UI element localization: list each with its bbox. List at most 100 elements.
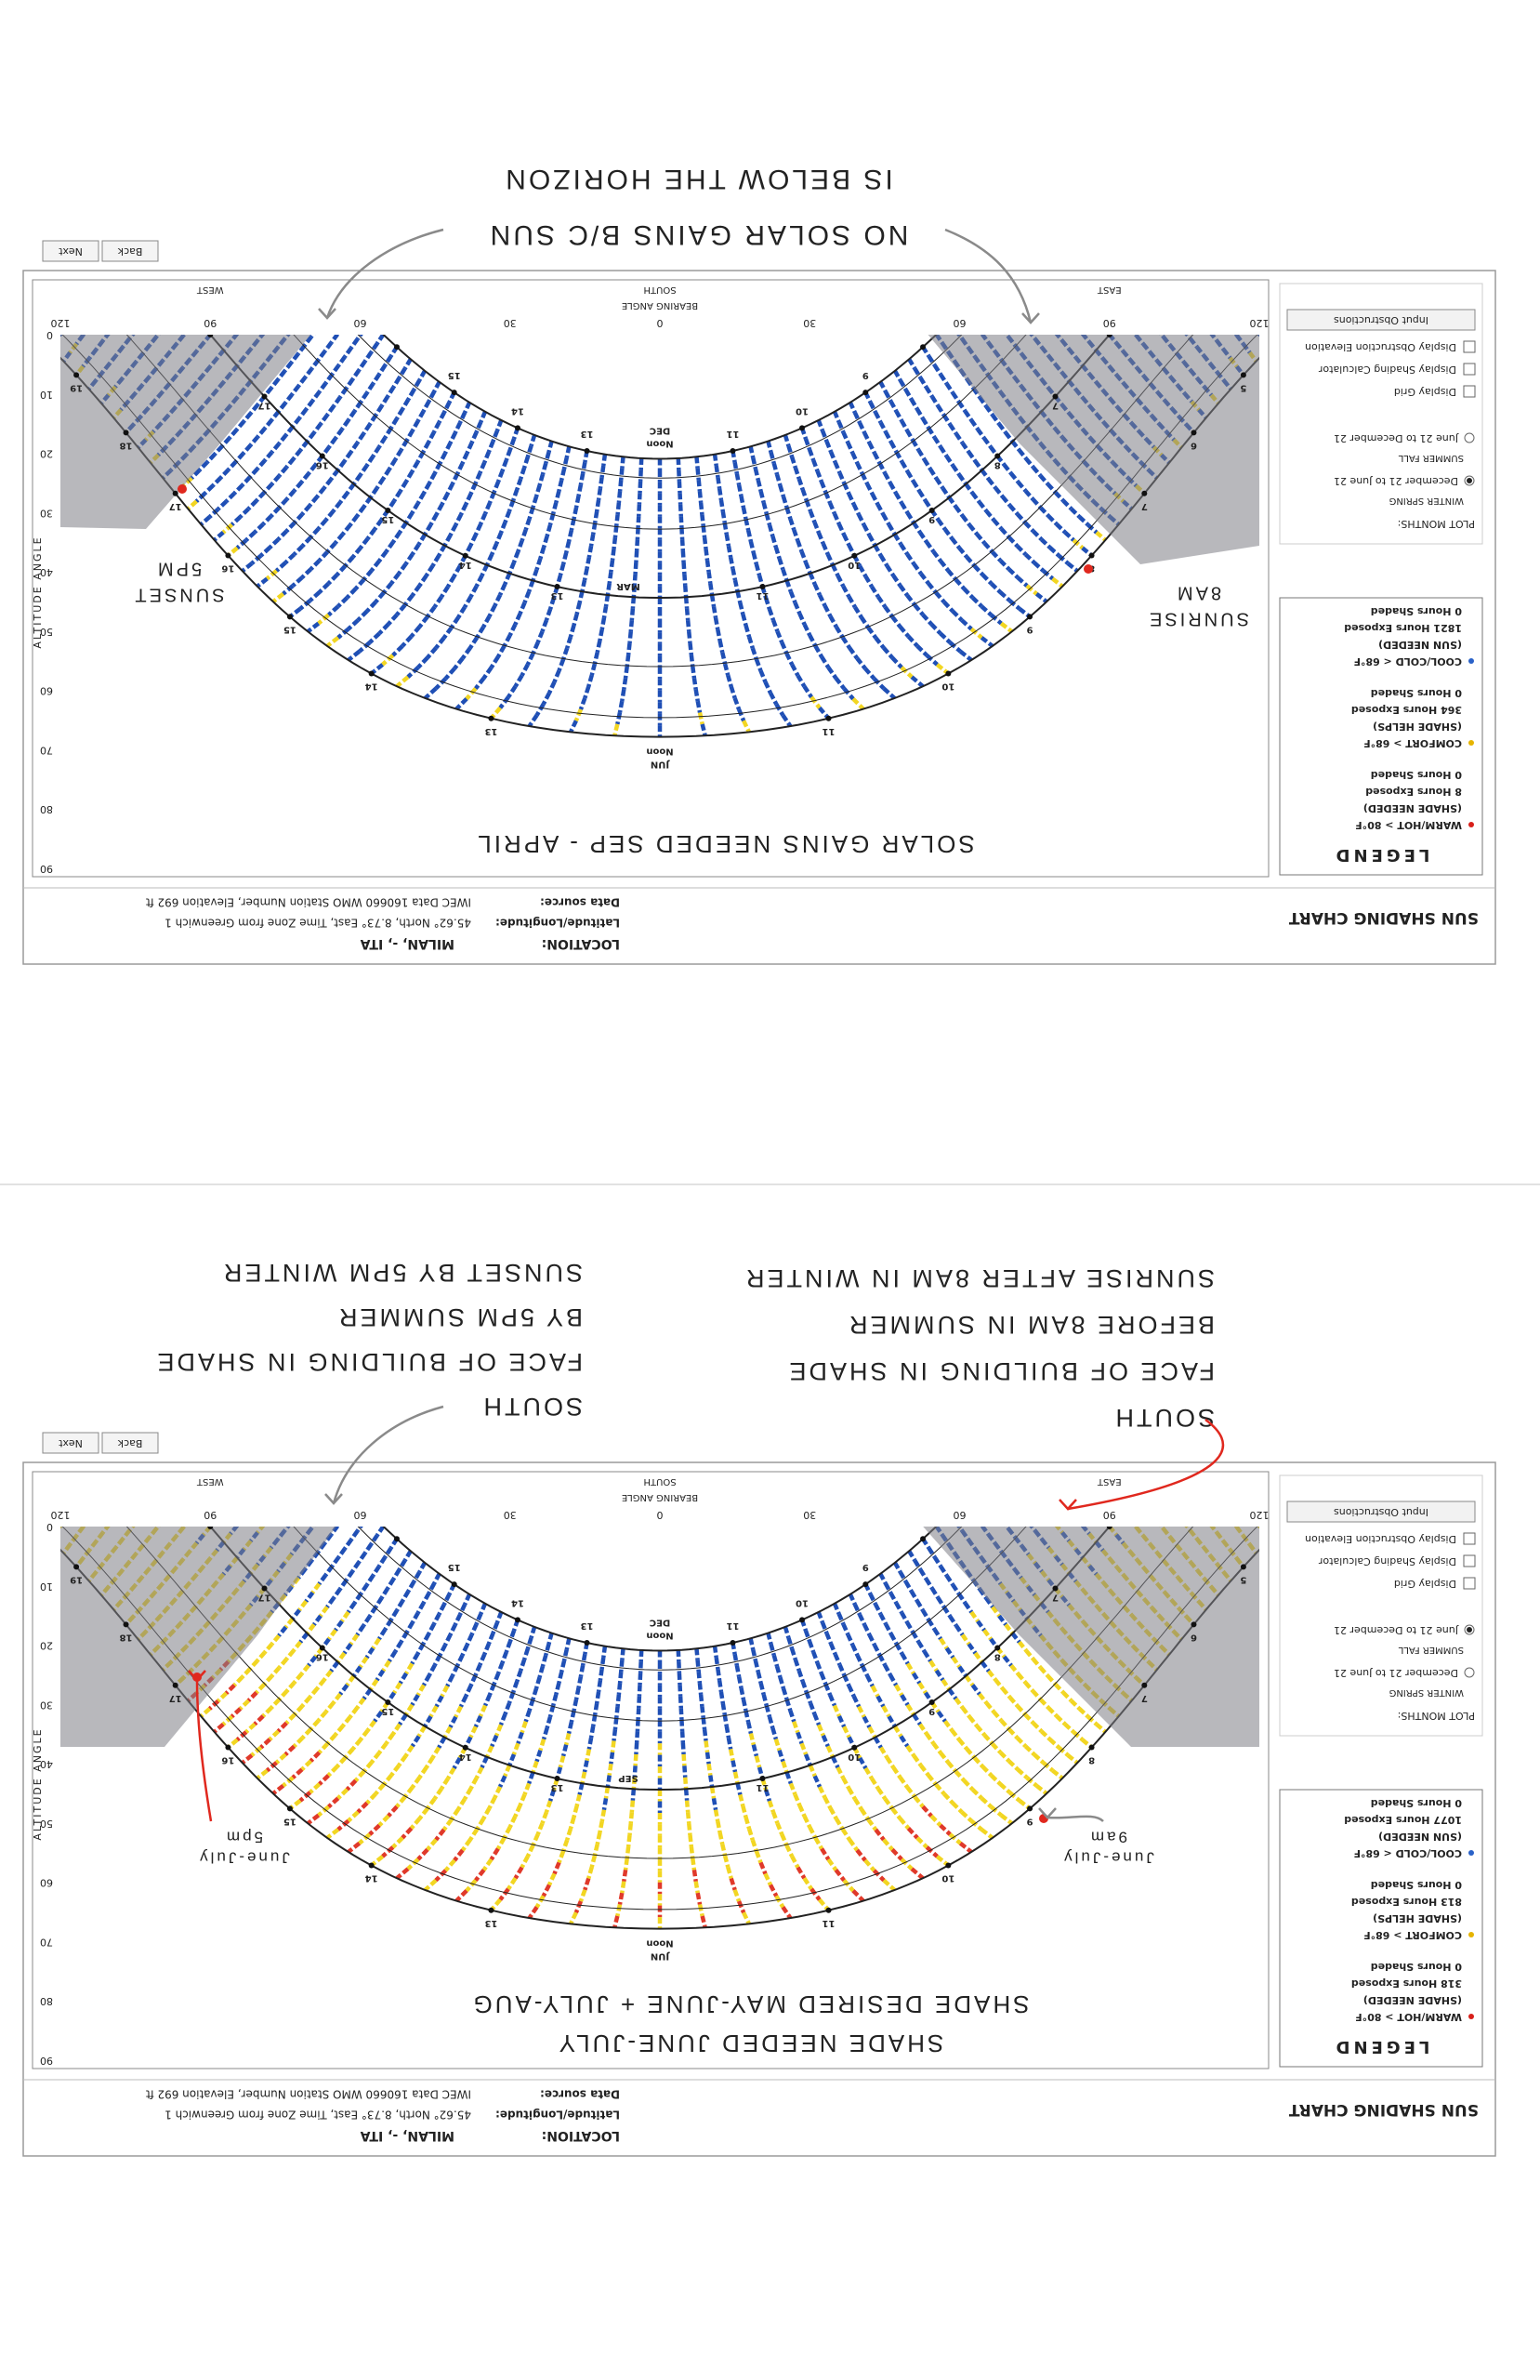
hour-trace bbox=[469, 1623, 479, 1636]
hour-trace bbox=[878, 554, 889, 567]
hour-trace bbox=[631, 1777, 637, 1790]
hour-trace bbox=[527, 579, 535, 593]
hour-trace bbox=[939, 560, 950, 572]
hour-dot bbox=[286, 1805, 293, 1812]
hour-trace bbox=[362, 423, 372, 435]
hour-trace bbox=[689, 1846, 695, 1859]
hour-trace bbox=[589, 1855, 598, 1868]
hour-trace bbox=[748, 1637, 756, 1650]
hour-trace bbox=[809, 695, 822, 709]
hour-trace bbox=[894, 1602, 904, 1614]
hour-trace bbox=[283, 552, 296, 564]
hour-trace bbox=[744, 1710, 751, 1723]
hour-trace bbox=[841, 1777, 851, 1790]
y-tick-label: 90 bbox=[40, 2055, 53, 2067]
legend-shaded: 0 Hours Shaded bbox=[1371, 1879, 1462, 1891]
hour-trace bbox=[741, 507, 748, 520]
hour-trace bbox=[194, 492, 206, 503]
hour-trace bbox=[440, 1685, 450, 1698]
hour-trace bbox=[474, 421, 483, 434]
hour-label: 5 bbox=[1240, 1574, 1246, 1584]
hour-trace bbox=[1032, 529, 1044, 541]
hour-trace bbox=[283, 1617, 295, 1629]
hour-trace bbox=[298, 599, 312, 611]
hour-dot bbox=[584, 447, 590, 454]
hour-trace bbox=[235, 538, 248, 550]
hour-trace bbox=[1007, 1727, 1020, 1739]
hour-trace bbox=[544, 1800, 553, 1813]
hour-trace bbox=[355, 1697, 366, 1710]
day-curve bbox=[208, 1527, 1112, 1792]
hour-trace bbox=[1023, 552, 1036, 564]
hour-trace bbox=[355, 1527, 363, 1533]
hour-trace bbox=[511, 1742, 520, 1755]
hour-trace bbox=[994, 1678, 1005, 1690]
hour-trace bbox=[388, 1609, 399, 1621]
hour-trace bbox=[804, 499, 813, 512]
hour-trace bbox=[306, 621, 321, 634]
hour-trace bbox=[241, 1753, 254, 1765]
hour-trace bbox=[878, 1572, 888, 1585]
hour-label: 18 bbox=[120, 440, 133, 450]
hour-trace bbox=[333, 1725, 345, 1737]
hour-trace bbox=[376, 364, 388, 377]
hour-trace bbox=[837, 1663, 847, 1676]
hour-trace bbox=[638, 481, 643, 494]
hour-trace bbox=[860, 1664, 870, 1677]
hour-trace bbox=[766, 1632, 773, 1646]
hour-trace bbox=[592, 652, 599, 665]
hour-trace bbox=[737, 1900, 746, 1914]
hour-trace bbox=[283, 393, 294, 405]
hour-trace bbox=[511, 488, 520, 502]
hour-trace bbox=[987, 478, 998, 490]
hour-trace bbox=[398, 1713, 408, 1726]
hour-trace bbox=[980, 636, 994, 648]
hour-dot bbox=[1052, 393, 1059, 400]
hour-label: 17 bbox=[258, 401, 271, 411]
hour-trace bbox=[319, 414, 329, 426]
direction: SOUTH bbox=[643, 284, 676, 295]
hour-trace bbox=[967, 1643, 978, 1655]
hour-trace bbox=[534, 1895, 546, 1909]
hour-trace bbox=[317, 550, 329, 562]
hour-trace bbox=[487, 604, 497, 618]
hour-trace bbox=[448, 1715, 458, 1728]
hour-trace bbox=[482, 1643, 491, 1656]
hour-trace bbox=[588, 534, 596, 547]
hour-trace bbox=[358, 1656, 369, 1669]
hour-trace bbox=[1042, 1761, 1055, 1773]
hour-trace bbox=[841, 1623, 850, 1636]
hour-trace bbox=[428, 1705, 439, 1718]
hour-trace bbox=[572, 507, 579, 520]
hour-trace bbox=[355, 505, 366, 518]
arrow bbox=[325, 228, 444, 319]
hour-dot bbox=[759, 584, 766, 590]
location: MILAN, -, ITA bbox=[361, 2128, 454, 2143]
hour-trace bbox=[432, 595, 443, 609]
hour-trace bbox=[576, 484, 584, 497]
hour-trace bbox=[365, 601, 377, 613]
hour-trace bbox=[796, 478, 805, 491]
hour-trace bbox=[563, 1733, 572, 1746]
hour-trace bbox=[1017, 448, 1028, 460]
hour-trace bbox=[973, 459, 984, 472]
hour-trace bbox=[1015, 1736, 1028, 1748]
hour-trace bbox=[338, 492, 349, 504]
hour-trace bbox=[784, 579, 793, 593]
hour-trace bbox=[521, 1647, 531, 1660]
hour-trace bbox=[371, 1637, 381, 1650]
hour-dot bbox=[994, 1645, 1001, 1651]
hour-trace bbox=[417, 575, 428, 588]
hour-trace bbox=[523, 1710, 532, 1723]
hour-trace bbox=[443, 667, 456, 681]
hour-dot bbox=[207, 335, 214, 337]
hour-trace bbox=[804, 1691, 813, 1704]
hour-trace bbox=[603, 1786, 611, 1799]
hour-trace bbox=[770, 1727, 779, 1740]
hour-trace bbox=[507, 438, 517, 451]
hour-trace bbox=[417, 1766, 428, 1779]
hour-trace bbox=[909, 398, 919, 411]
legend-exposed: 1821 Hours Exposed bbox=[1344, 622, 1462, 634]
location-label: LOCATION: bbox=[542, 2128, 620, 2143]
